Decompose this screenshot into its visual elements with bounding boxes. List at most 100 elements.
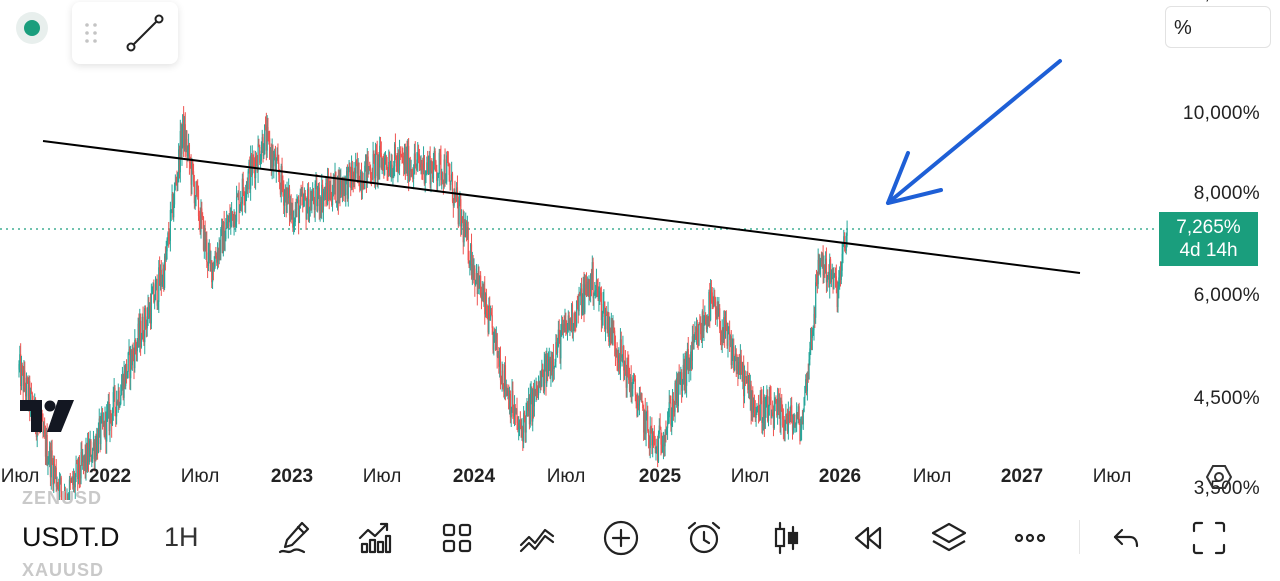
candle-body	[820, 260, 822, 266]
candle-body	[471, 263, 473, 276]
candle-body	[108, 402, 110, 431]
candle-body	[181, 136, 183, 154]
candle-body	[251, 157, 253, 176]
candle-body	[27, 381, 29, 403]
candle-body	[357, 162, 359, 174]
compare-icon[interactable]	[518, 516, 558, 560]
candle-body	[579, 292, 581, 295]
candle-body	[633, 377, 636, 379]
connection-status-icon[interactable]	[16, 12, 48, 44]
candle-body	[655, 447, 657, 449]
candle-body	[407, 146, 409, 174]
chart-settings-icon[interactable]	[1205, 463, 1233, 491]
candle-body	[78, 457, 80, 477]
candle-body	[176, 182, 178, 184]
candle-body	[491, 315, 493, 328]
price-chart[interactable]	[0, 0, 1280, 500]
candle-body	[308, 207, 310, 222]
candle-body	[475, 273, 478, 280]
candle-body	[208, 249, 210, 253]
candle-body	[551, 354, 554, 372]
add-icon[interactable]	[601, 516, 641, 560]
candle-body	[156, 278, 158, 306]
trendline[interactable]	[42, 140, 1081, 274]
candle-body	[324, 191, 326, 195]
replay-icon[interactable]	[848, 516, 888, 560]
candle-body	[733, 346, 735, 370]
candle-body	[44, 429, 46, 433]
candle-body	[490, 312, 492, 316]
candle-body	[89, 441, 91, 448]
candle-body	[42, 421, 44, 434]
candle-body	[280, 166, 282, 195]
indicators-icon[interactable]	[355, 516, 395, 560]
candle-body	[74, 477, 76, 488]
candle-body	[465, 222, 467, 237]
candle-body	[398, 155, 400, 167]
fullscreen-icon[interactable]	[1189, 516, 1229, 560]
candle-body	[667, 417, 670, 423]
candle-body	[365, 154, 367, 166]
candle-body	[129, 349, 131, 379]
candle-body	[538, 382, 540, 387]
symbol-selector[interactable]: USDT.D	[22, 522, 120, 552]
candle-body	[509, 394, 511, 418]
candles-icon[interactable]	[766, 516, 806, 560]
candle-body	[351, 167, 353, 182]
candle-body	[580, 288, 583, 315]
candle-body	[547, 363, 550, 377]
candle-body	[644, 409, 646, 435]
candle-body	[322, 184, 324, 211]
candle-body	[559, 331, 561, 359]
candle-body	[323, 191, 325, 197]
candle-body	[566, 327, 568, 333]
month-label: Июл	[912, 466, 952, 487]
candle-body	[178, 149, 181, 173]
layouts-icon[interactable]	[437, 516, 477, 560]
candle-body	[184, 124, 186, 150]
candle-body	[432, 164, 435, 179]
candle-body	[302, 192, 304, 206]
candle-body	[80, 452, 82, 479]
candle-body	[178, 149, 180, 174]
candle-body	[421, 163, 423, 169]
interval-selector[interactable]: 1H	[164, 522, 199, 552]
candle-body	[269, 150, 272, 159]
candle-body	[292, 209, 294, 228]
candle-body	[818, 259, 820, 270]
candle-body	[728, 332, 730, 334]
candle-body	[96, 435, 99, 453]
brush-icon[interactable]	[274, 516, 314, 560]
candle-body	[124, 371, 126, 387]
candle-body	[21, 365, 23, 369]
candle-body	[76, 463, 78, 465]
candle-body	[714, 295, 716, 302]
trend-line-tool-icon[interactable]	[124, 12, 166, 54]
candle-body	[493, 332, 495, 350]
candle-body	[393, 166, 395, 176]
candle-body	[582, 284, 584, 306]
candle-body	[508, 394, 511, 410]
candle-body	[647, 410, 649, 431]
undo-icon[interactable]	[1106, 516, 1146, 560]
candle-body	[173, 204, 175, 218]
candle-body	[29, 381, 31, 411]
candle-body	[513, 416, 515, 418]
more-icon[interactable]	[1010, 516, 1050, 560]
scale-mode-button[interactable]: %	[1165, 6, 1271, 48]
candle-body	[372, 154, 374, 180]
candle-body	[409, 168, 411, 172]
candle-body	[400, 153, 402, 156]
candle-body	[447, 162, 449, 166]
blue-arrow[interactable]	[886, 59, 1062, 205]
layers-icon[interactable]	[929, 516, 969, 560]
candle-body	[513, 407, 516, 417]
alarm-icon[interactable]	[684, 516, 724, 560]
candle-body	[761, 400, 763, 423]
candle-body	[202, 217, 205, 250]
candle-body	[83, 454, 85, 463]
drag-handle-icon[interactable]	[84, 22, 98, 44]
candle-body	[144, 308, 146, 343]
candle-body	[132, 350, 134, 355]
candle-body	[214, 255, 216, 267]
